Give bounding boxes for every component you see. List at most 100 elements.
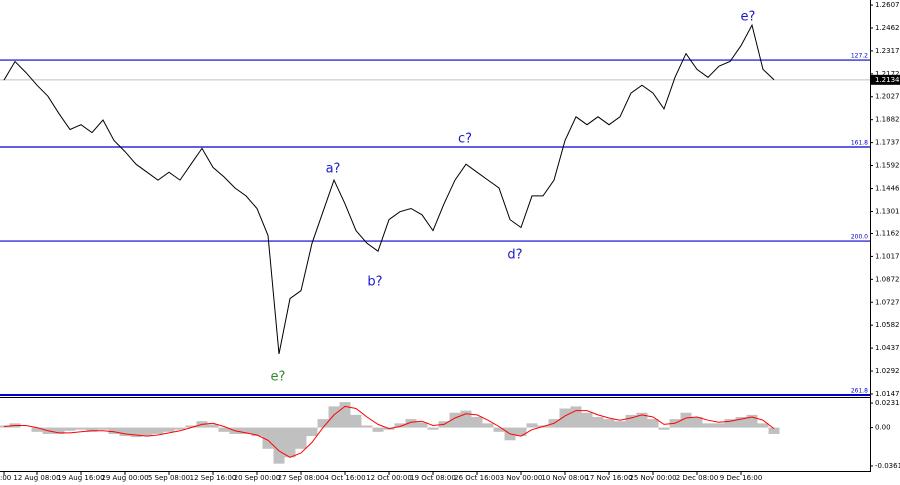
y-tick-label: 1.2607 (875, 1, 900, 9)
histogram-bar (757, 423, 769, 428)
histogram-bar (185, 425, 197, 428)
wave-label: d? (507, 248, 522, 263)
y-tick-label: 1.1017 (875, 252, 900, 260)
histogram-bar (581, 412, 593, 428)
x-tick-label: 17 Nov 16:00 (585, 474, 632, 482)
x-tick-label: 26 Oct 16:00 (454, 474, 500, 482)
y-tick-label: 1.0437 (875, 344, 900, 352)
y-tick-label: 1.1882 (875, 116, 900, 124)
x-tick-label: 12 Sep 16:00 (190, 474, 237, 482)
histogram-bar (460, 410, 472, 428)
histogram-bar (284, 427, 296, 458)
y-tick-label: 1.1162 (875, 229, 900, 237)
x-tick-label: :00 (0, 474, 11, 482)
histogram-bar (174, 427, 186, 430)
histogram-bar (482, 423, 494, 428)
y-tick-label: -0.03619 (875, 462, 900, 470)
y-tick-label: 1.1592 (875, 162, 900, 170)
x-tick-label: 3 Nov 00:00 (500, 474, 543, 482)
histogram-bar (647, 419, 659, 428)
x-tick-label: 27 Sep 08:00 (278, 474, 325, 482)
histogram-bar (31, 427, 43, 432)
histogram-bar (592, 416, 604, 428)
y-tick-label: 1.2462 (875, 24, 900, 32)
histogram-bar (339, 402, 351, 428)
y-tick-label: 0.02314 (875, 399, 900, 407)
histogram-bar (64, 427, 76, 431)
histogram-bar (614, 421, 626, 428)
histogram-bar (218, 427, 230, 432)
histogram-bar (108, 427, 120, 434)
wave-label: c? (458, 132, 472, 147)
y-tick-label: 1.2027 (875, 93, 900, 101)
histogram-bar (680, 412, 692, 428)
histogram-bar (746, 414, 758, 428)
x-tick-label: 25 Nov 00:00 (629, 474, 676, 482)
histogram-bar (691, 416, 703, 428)
histogram-bar (306, 427, 318, 437)
x-tick-label: 19 Oct 08:00 (410, 474, 456, 482)
y-tick-label: 0.00 (875, 424, 891, 432)
y-tick-label: 1.0582 (875, 321, 900, 329)
histogram-bar (130, 427, 142, 438)
histogram-bar (240, 427, 252, 434)
y-tick-label: 1.0292 (875, 367, 900, 375)
histogram-bar (636, 412, 648, 428)
histogram-bar (86, 427, 98, 432)
y-tick-label: 1.0147 (875, 390, 900, 398)
histogram-bar (141, 427, 153, 437)
wave-label: e? (271, 370, 286, 385)
histogram-bar (559, 408, 571, 428)
y-tick-label: 1.2172 (875, 70, 900, 78)
histogram-bar (427, 427, 439, 430)
histogram-bar (405, 419, 417, 428)
histogram-bar (471, 416, 483, 428)
histogram-bar (570, 406, 582, 428)
histogram-bar (735, 416, 747, 428)
x-tick-label: 5 Sep 08:00 (148, 474, 190, 482)
histogram-bar (350, 414, 362, 428)
histogram-bar (119, 427, 131, 437)
current-price-label: 1.2134 (875, 76, 900, 84)
histogram-bar (394, 423, 406, 428)
x-tick-label: 2 Dec 08:00 (676, 474, 719, 482)
histogram-bar (317, 419, 329, 428)
histogram-bar (713, 423, 725, 428)
histogram-bar (515, 427, 527, 437)
histogram-bar (493, 427, 505, 432)
y-tick-label: 1.1446 (875, 185, 900, 193)
y-tick-label: 1.1301 (875, 208, 900, 216)
histogram-bar (207, 424, 219, 428)
wave-label: b? (367, 275, 382, 290)
histogram-bar (724, 419, 736, 428)
histogram-bar (416, 422, 428, 428)
wave-label: a? (326, 162, 341, 177)
histogram-bar (163, 427, 175, 432)
histogram-bar (449, 412, 461, 428)
level-label: 161.8 (851, 140, 868, 147)
histogram-bar (97, 427, 109, 430)
histogram-bar (262, 427, 274, 449)
x-tick-label: 29 Aug 00:00 (101, 474, 148, 482)
x-tick-label: 20 Sep 00:00 (234, 474, 281, 482)
histogram-bar (526, 423, 538, 428)
signal-line (3, 405, 775, 458)
wave-label: e? (741, 10, 756, 25)
x-tick-label: 4 Oct 16:00 (324, 474, 365, 482)
histogram-bar (295, 427, 307, 449)
histogram-bar (328, 406, 340, 428)
x-tick-label: 9 Dec 16:00 (720, 474, 763, 482)
level-label: 261.8 (851, 388, 868, 395)
histogram-bar (768, 427, 780, 434)
level-label: 127.2 (851, 53, 868, 60)
price-line (3, 23, 775, 354)
y-tick-label: 1.1737 (875, 139, 900, 147)
histogram-bar (658, 427, 670, 430)
histogram-bar (702, 423, 714, 428)
x-tick-label: 12 Oct 00:00 (366, 474, 412, 482)
histogram-bar (361, 425, 373, 428)
histogram-bar (625, 414, 637, 428)
histogram-bar (603, 419, 615, 428)
